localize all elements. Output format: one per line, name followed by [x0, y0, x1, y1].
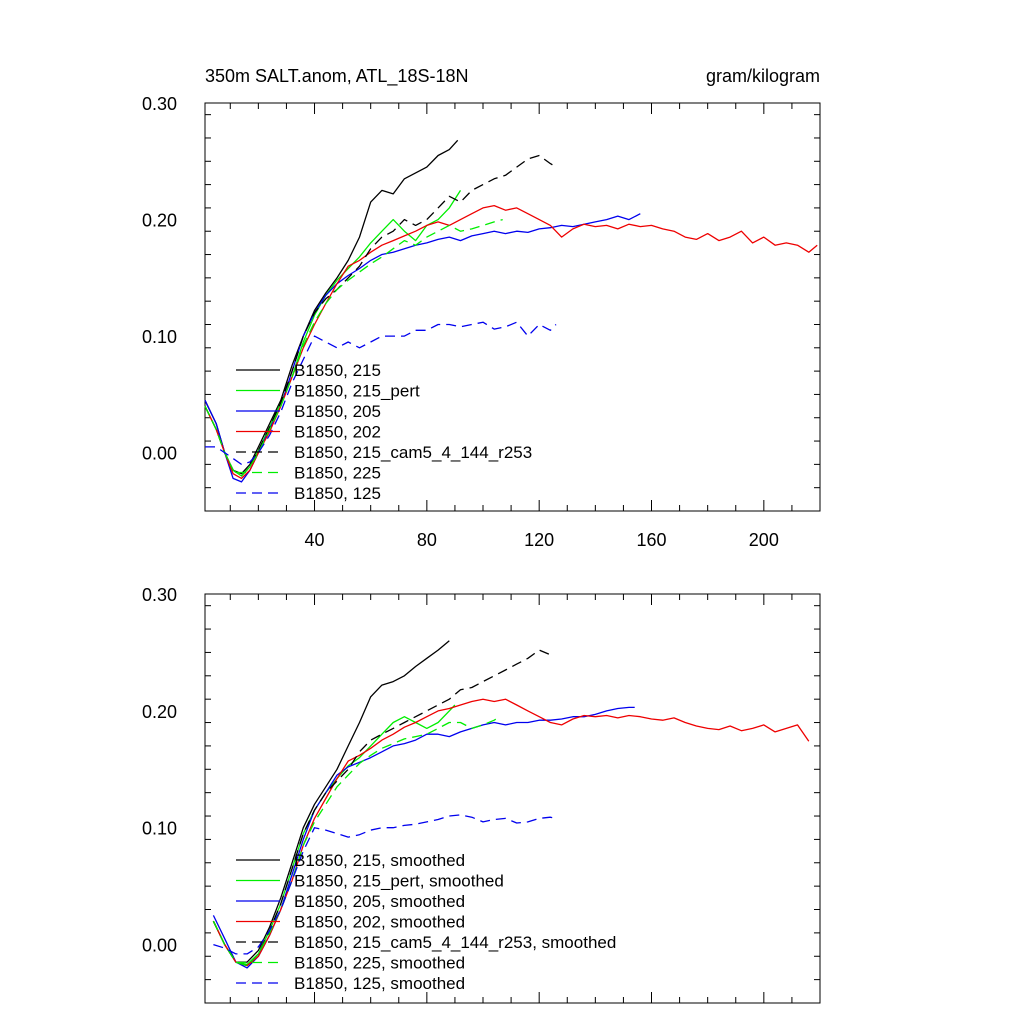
- series-line-0: [204, 139, 459, 475]
- chart-title: 350m SALT.anom, ATL_18S-18N: [205, 66, 468, 87]
- legend-label-5: B1850, 225: [294, 464, 381, 483]
- y-tick-label: 0.20: [142, 702, 177, 722]
- series-line-2: [212, 706, 635, 969]
- series-line-3: [212, 698, 810, 967]
- series-line-0: [212, 640, 450, 963]
- legend-label-4: B1850, 215_cam5_4_144_r253, smoothed: [294, 933, 616, 952]
- series-line-3: [204, 204, 818, 480]
- series-line-6: [213, 814, 557, 955]
- x-tick-label: 40: [305, 530, 325, 550]
- series-line-5: [212, 716, 501, 967]
- y-tick-label: 0.30: [142, 585, 177, 605]
- y-tick-label: 0.00: [142, 444, 177, 464]
- legend-label-1: B1850, 215_pert: [294, 382, 420, 401]
- plot-frame: [204, 102, 821, 512]
- chart-top-panel: 350m SALT.anom, ATL_18S-18N gram/kilogra…: [142, 66, 821, 550]
- y-tick-label: 0.20: [142, 211, 177, 231]
- legend-label-5: B1850, 225, smoothed: [294, 954, 465, 973]
- x-tick-label: 80: [417, 530, 437, 550]
- legend-label-3: B1850, 202, smoothed: [294, 913, 465, 932]
- legend-label-2: B1850, 205: [294, 402, 381, 421]
- series-line-5: [204, 218, 503, 477]
- y-tick-label: 0.30: [142, 94, 177, 114]
- legend-label-0: B1850, 215, smoothed: [294, 851, 465, 870]
- x-tick-label: 160: [636, 530, 666, 550]
- legend-label-0: B1850, 215: [294, 361, 381, 380]
- legend-label-1: B1850, 215_pert, smoothed: [294, 872, 504, 891]
- y-tick-label: 0.00: [142, 936, 177, 956]
- plot-frame: [204, 593, 821, 1004]
- legend-label-3: B1850, 202: [294, 423, 381, 442]
- y-tick-label: 0.10: [142, 819, 177, 839]
- chart-units: gram/kilogram: [706, 66, 820, 86]
- legend-label-2: B1850, 205, smoothed: [294, 892, 465, 911]
- legend-label-6: B1850, 125, smoothed: [294, 974, 465, 993]
- y-tick-label: 0.10: [142, 327, 177, 347]
- legend-label-4: B1850, 215_cam5_4_144_r253: [294, 443, 532, 462]
- series-line-6: [205, 321, 557, 466]
- x-tick-label: 120: [524, 530, 554, 550]
- chart-bottom-panel: 0.00 0.10 0.20 0.30 B1850, 215, smoothed B185…: [142, 585, 821, 1004]
- legend-label-6: B1850, 125: [294, 484, 381, 503]
- x-tick-label: 200: [749, 530, 779, 550]
